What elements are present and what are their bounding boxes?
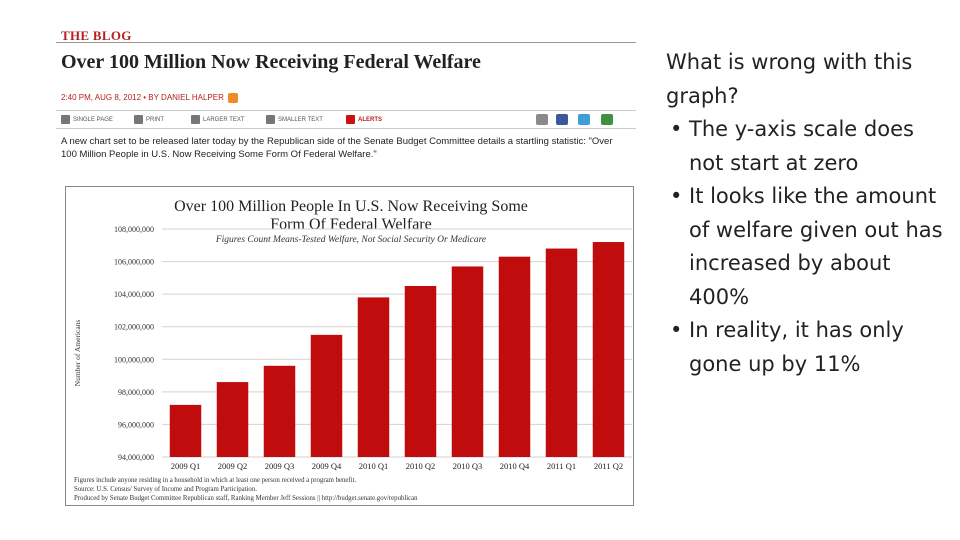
y-tick-label: 98,000,000 [118,388,154,397]
email-icon[interactable] [536,114,548,125]
slide-question: What is wrong with this graph? [666,50,913,108]
rss-icon[interactable] [227,93,238,103]
y-tick-label: 96,000,000 [118,420,154,429]
bar [357,297,390,457]
printer-icon [134,115,143,124]
slide-bullet: It looks like the amount of welfare give… [666,180,946,314]
bar [310,334,343,457]
bar-chart: Over 100 Million People In U.S. Now Rece… [73,198,632,502]
alert-icon [346,115,355,124]
chart-footnote: Figures include anyone residing in a hou… [74,477,356,484]
x-tick-label: 2009 Q1 [171,461,201,471]
article-toolbar: SINGLE PAGE PRINT LARGER TEXT SMALLER TE… [56,110,636,129]
x-tick-label: 2009 Q4 [312,461,342,471]
slide-text: What is wrong with this graph? The y-axi… [666,46,946,381]
chart-title: Form Of Federal Welfare [270,216,431,233]
single-page-button[interactable]: SINGLE PAGE [61,115,113,124]
single-page-label: SINGLE PAGE [73,116,113,123]
chart-footnote: Source: U.S. Census/ Survey of Income an… [74,486,257,493]
print-label: PRINT [146,116,164,123]
bar [404,286,437,457]
x-tick-label: 2010 Q3 [453,461,483,471]
bar [169,404,202,457]
chart-subtitle: Figures Count Means-Tested Welfare, Not … [215,234,486,245]
bar [498,256,531,457]
slide-bullets: The y-axis scale does not start at zero … [666,113,946,381]
chart-footnote: Produced by Senate Budget Committee Repu… [74,495,418,502]
bar [216,382,249,457]
bar [263,365,296,457]
article-intro: A new chart set to be released later tod… [61,136,613,160]
y-tick-label: 106,000,000 [114,258,154,267]
chart-panel: Over 100 Million People In U.S. Now Rece… [65,186,634,506]
x-tick-label: 2010 Q1 [359,461,389,471]
x-tick-label: 2010 Q4 [500,461,530,471]
x-tick-label: 2011 Q1 [547,461,576,471]
twitter-icon[interactable] [578,114,590,125]
y-tick-label: 108,000,000 [114,225,154,234]
share-icon[interactable] [601,114,613,125]
slide-bullet: In reality, it has only gone up by 11% [666,314,946,381]
smaller-text-label: SMALLER TEXT [278,116,323,123]
article-byline: 2:40 PM, AUG 8, 2012 • BY DANIEL HALPER [61,93,238,103]
x-tick-label: 2009 Q2 [218,461,248,471]
smaller-text-button[interactable]: SMALLER TEXT [266,115,323,124]
y-tick-label: 100,000,000 [114,355,154,364]
bar [451,266,484,457]
y-tick-label: 102,000,000 [114,323,154,332]
larger-text-label: LARGER TEXT [203,116,245,123]
x-tick-label: 2011 Q2 [594,461,623,471]
divider [56,42,636,43]
chart-title: Over 100 Million People In U.S. Now Rece… [174,198,528,215]
byline-text: 2:40 PM, AUG 8, 2012 • BY DANIEL HALPER [61,93,224,103]
facebook-icon[interactable] [556,114,568,125]
article-headline: Over 100 Million Now Receiving Federal W… [61,51,481,73]
alerts-label: ALERTS [358,116,382,123]
y-tick-label: 104,000,000 [114,290,154,299]
slide-bullet: The y-axis scale does not start at zero [666,113,946,180]
larger-text-button[interactable]: LARGER TEXT [191,115,245,124]
alerts-button[interactable]: ALERTS [346,115,382,124]
y-tick-label: 94,000,000 [118,453,154,462]
y-axis-label: Number of Americans [73,320,82,387]
smaller-text-icon [266,115,275,124]
print-button[interactable]: PRINT [134,115,164,124]
bar [592,242,625,457]
blog-section-tag: THE BLOG [61,28,132,43]
blog-screenshot: THE BLOG Over 100 Million Now Receiving … [56,22,638,508]
bar [545,248,578,457]
larger-text-icon [191,115,200,124]
single-page-icon [61,115,70,124]
x-tick-label: 2010 Q2 [406,461,436,471]
x-tick-label: 2009 Q3 [265,461,295,471]
